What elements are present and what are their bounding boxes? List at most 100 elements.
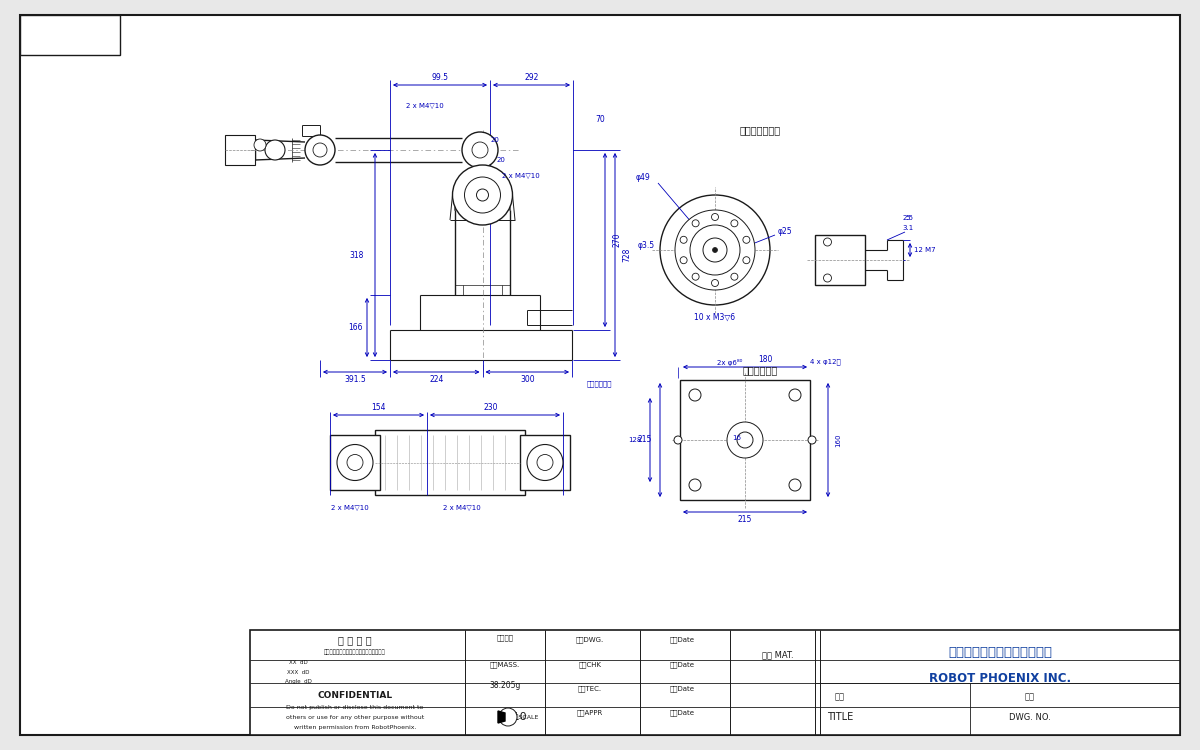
Circle shape	[527, 445, 563, 481]
Text: 基本公差: 基本公差	[497, 634, 514, 641]
Bar	[20, 15, 120, 55]
Circle shape	[731, 273, 738, 280]
Bar	[374, 430, 526, 495]
Text: CONFIDENTIAL: CONFIDENTIAL	[318, 691, 392, 700]
Circle shape	[538, 454, 553, 470]
Text: 224: 224	[430, 376, 444, 385]
Circle shape	[305, 135, 335, 165]
Circle shape	[713, 248, 718, 253]
Circle shape	[712, 214, 719, 220]
Text: ROBOT PHOENIX INC.: ROBOT PHOENIX INC.	[929, 671, 1072, 685]
Text: written permission from RobotPhoenix.: written permission from RobotPhoenix.	[294, 724, 416, 730]
Circle shape	[692, 220, 700, 226]
Circle shape	[254, 139, 266, 151]
Bar	[250, 630, 1180, 735]
Text: 2 x M4▽10: 2 x M4▽10	[406, 102, 444, 108]
Text: 法兰盘安装尺寸: 法兰盘安装尺寸	[739, 125, 780, 135]
Text: 12 M7: 12 M7	[914, 247, 936, 253]
Text: 日期Date: 日期Date	[670, 637, 695, 644]
Text: 2 x M4▽10: 2 x M4▽10	[502, 172, 539, 178]
Text: 材料 MAT.: 材料 MAT.	[762, 650, 794, 659]
Text: φ3.5: φ3.5	[638, 241, 655, 250]
Text: 154: 154	[371, 403, 385, 412]
Text: DWG. NO.: DWG. NO.	[1009, 712, 1051, 722]
Text: 160: 160	[835, 433, 841, 447]
Text: 本标准表的内容拥有。本文件不可向外披露: 本标准表的内容拥有。本文件不可向外披露	[324, 650, 386, 655]
Text: 机 密 文 件: 机 密 文 件	[338, 635, 372, 645]
Circle shape	[712, 280, 719, 286]
Text: 728: 728	[623, 248, 631, 262]
Circle shape	[674, 210, 755, 290]
Text: 1:10: 1:10	[503, 712, 527, 722]
Text: 名称: 名称	[835, 692, 845, 701]
Text: 底座安装尺寸: 底座安装尺寸	[743, 365, 778, 375]
Circle shape	[680, 236, 688, 243]
Circle shape	[690, 225, 740, 275]
Text: 3.1: 3.1	[902, 225, 913, 231]
Text: 20: 20	[490, 137, 499, 143]
Text: 2 x M4▽10: 2 x M4▽10	[331, 504, 368, 510]
Text: 质量MASS.: 质量MASS.	[490, 662, 520, 668]
Text: others or use for any other purpose without: others or use for any other purpose with…	[286, 715, 424, 719]
Text: φ25: φ25	[778, 227, 793, 236]
Bar	[520, 435, 570, 490]
Text: 日期Date: 日期Date	[670, 662, 695, 668]
Text: 180: 180	[758, 355, 772, 364]
Circle shape	[727, 422, 763, 458]
Text: 318: 318	[350, 251, 364, 260]
Circle shape	[464, 177, 500, 213]
Circle shape	[452, 165, 512, 225]
Text: 5: 5	[906, 215, 910, 221]
Text: 图号: 图号	[1025, 692, 1034, 701]
Text: 线缆穿管空间: 线缆穿管空间	[587, 381, 612, 387]
Text: 日期Date: 日期Date	[670, 686, 695, 692]
Circle shape	[703, 238, 727, 262]
Circle shape	[499, 708, 517, 726]
Text: 2x φ6⁸⁰: 2x φ6⁸⁰	[718, 358, 743, 365]
Text: 38.205g: 38.205g	[490, 680, 521, 689]
Circle shape	[743, 236, 750, 243]
Bar	[330, 435, 380, 490]
Polygon shape	[498, 711, 505, 723]
Circle shape	[692, 273, 700, 280]
Circle shape	[680, 256, 688, 264]
Circle shape	[476, 176, 488, 188]
Circle shape	[790, 389, 802, 401]
Circle shape	[823, 274, 832, 282]
Text: 4 x φ12通: 4 x φ12通	[810, 358, 841, 365]
Text: Angle  dD: Angle dD	[284, 680, 312, 685]
Text: TITLE: TITLE	[827, 712, 853, 722]
Text: 2.5: 2.5	[902, 215, 913, 221]
Circle shape	[823, 238, 832, 246]
Circle shape	[689, 479, 701, 491]
Circle shape	[743, 256, 750, 264]
Circle shape	[265, 140, 286, 160]
Circle shape	[808, 436, 816, 444]
Text: 300: 300	[520, 376, 534, 385]
Circle shape	[337, 445, 373, 481]
Circle shape	[476, 189, 488, 201]
Text: 绘图DWG.: 绘图DWG.	[576, 637, 604, 644]
Circle shape	[313, 143, 326, 157]
Text: 166: 166	[348, 323, 362, 332]
Text: 审核CHK: 审核CHK	[578, 662, 601, 668]
Text: 230: 230	[484, 403, 498, 412]
Circle shape	[737, 432, 754, 448]
Text: Do not publish or disclose this document to: Do not publish or disclose this document…	[287, 704, 424, 710]
Text: 工艺TEC.: 工艺TEC.	[578, 686, 602, 692]
Bar	[815, 235, 865, 285]
Text: 批准APPR: 批准APPR	[577, 710, 604, 716]
Text: 70: 70	[595, 116, 605, 124]
Text: 215: 215	[637, 436, 652, 445]
Circle shape	[660, 195, 770, 305]
Text: 99.5: 99.5	[432, 73, 449, 82]
Text: XX  dD: XX dD	[289, 659, 307, 664]
Circle shape	[689, 389, 701, 401]
Circle shape	[674, 436, 682, 444]
Text: 270: 270	[612, 232, 622, 248]
Text: 292: 292	[524, 73, 539, 82]
Circle shape	[731, 220, 738, 226]
Bar	[680, 380, 810, 500]
Circle shape	[790, 479, 802, 491]
Text: 215: 215	[738, 515, 752, 524]
